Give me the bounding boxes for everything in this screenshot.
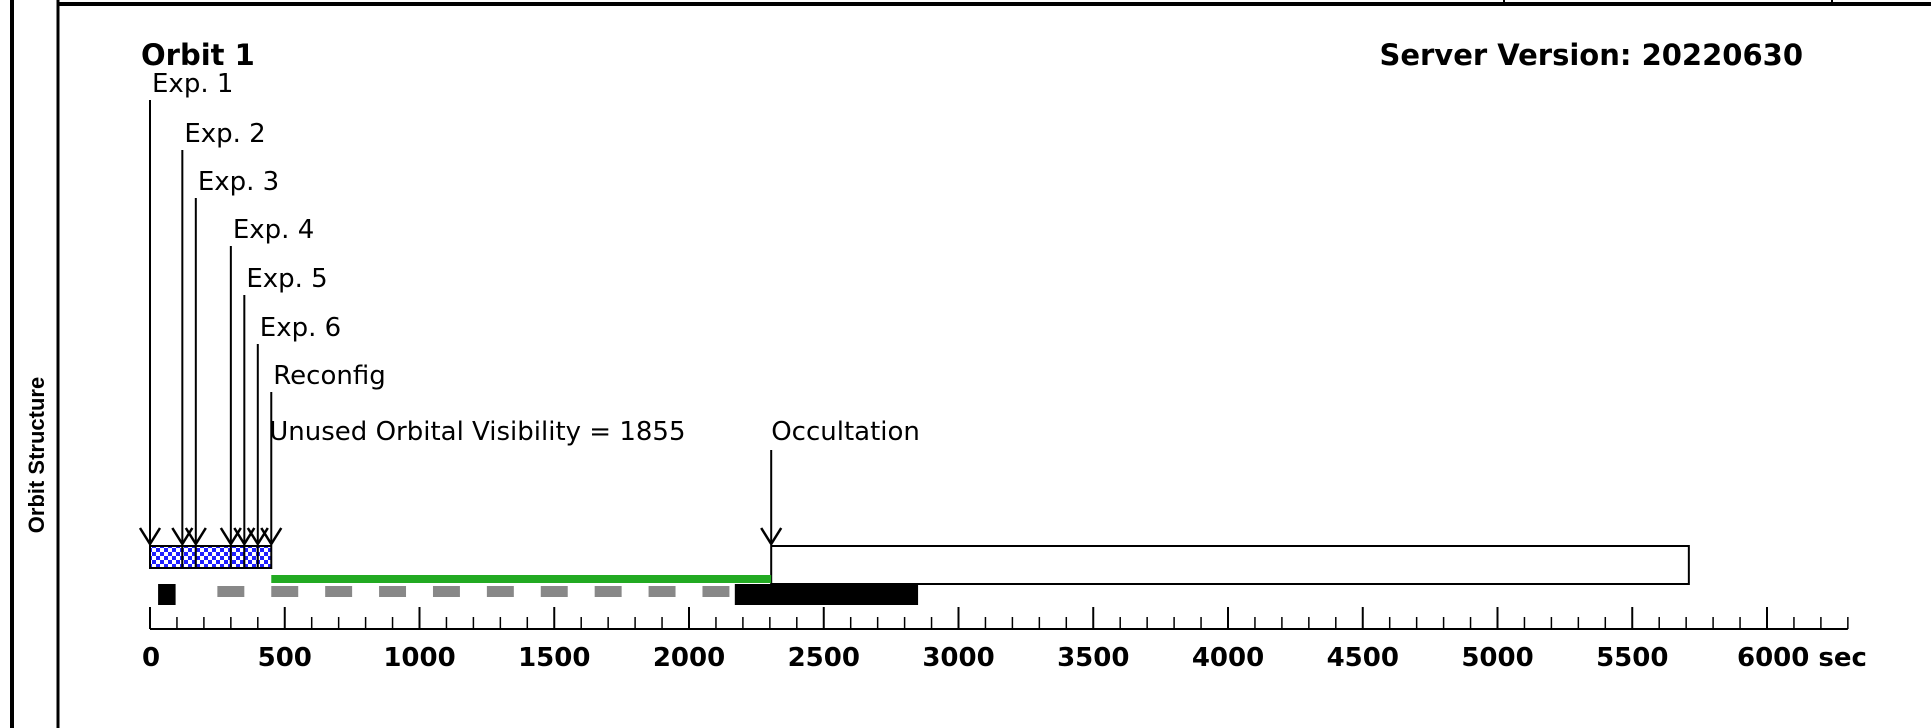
exposure-block: [256, 545, 273, 569]
tick-label: 2000: [653, 643, 725, 673]
tick-label: 4500: [1327, 643, 1399, 673]
gray-dash: [648, 586, 676, 597]
gray-dash: [379, 586, 407, 597]
gray-dash: [540, 586, 568, 597]
exposure-block: [149, 545, 184, 569]
event-arrow-arrowhead: [260, 527, 283, 547]
occultation-arrow-arrowhead: [760, 527, 783, 547]
event-label: Exp. 3: [198, 167, 279, 197]
occultation-label: Occultation: [771, 417, 920, 447]
event-label: Exp. 5: [246, 264, 327, 294]
black-bar: [158, 584, 176, 605]
gray-dash: [702, 586, 730, 597]
event-label: Exp. 6: [260, 313, 341, 343]
event-arrow-arrowhead: [184, 527, 207, 547]
gray-dash: [217, 586, 245, 597]
gray-dash: [432, 586, 460, 597]
tick-label: 5000: [1461, 643, 1533, 673]
gray-dash: [325, 586, 353, 597]
exposure-block: [194, 545, 232, 569]
tick-label: 2500: [788, 643, 860, 673]
gray-dash: [271, 586, 299, 597]
server-version: Server Version: 20220630: [1379, 38, 1803, 72]
tick-label: 3500: [1057, 643, 1129, 673]
tick-label: 4000: [1192, 643, 1264, 673]
exposure-block: [181, 545, 197, 569]
orbit-title: Orbit 1: [141, 38, 255, 72]
event-arrow-arrowhead: [138, 527, 162, 547]
tick-label: 500: [258, 643, 312, 673]
tick-label: 3000: [922, 643, 994, 673]
tick-label: 5500: [1596, 643, 1668, 673]
black-bar: [734, 584, 919, 605]
gray-dash: [486, 586, 514, 597]
tick-label: 6000 sec: [1737, 643, 1867, 673]
tick-label: 1500: [518, 643, 590, 673]
occultation-bar: [770, 545, 1690, 585]
tick-label: 0: [142, 643, 160, 673]
event-label: Exp. 1: [152, 69, 233, 99]
tick-label: 1000: [383, 643, 455, 673]
unused-visibility-bar: [271, 575, 772, 583]
exposure-block: [229, 545, 246, 569]
exposure-block: [243, 545, 259, 569]
event-label: Exp. 4: [233, 215, 314, 245]
gray-dash: [594, 586, 622, 597]
event-label: Reconfig: [273, 361, 385, 391]
event-label: Exp. 2: [184, 119, 265, 149]
unused-visibility-label: Unused Orbital Visibility = 1855: [269, 417, 685, 447]
